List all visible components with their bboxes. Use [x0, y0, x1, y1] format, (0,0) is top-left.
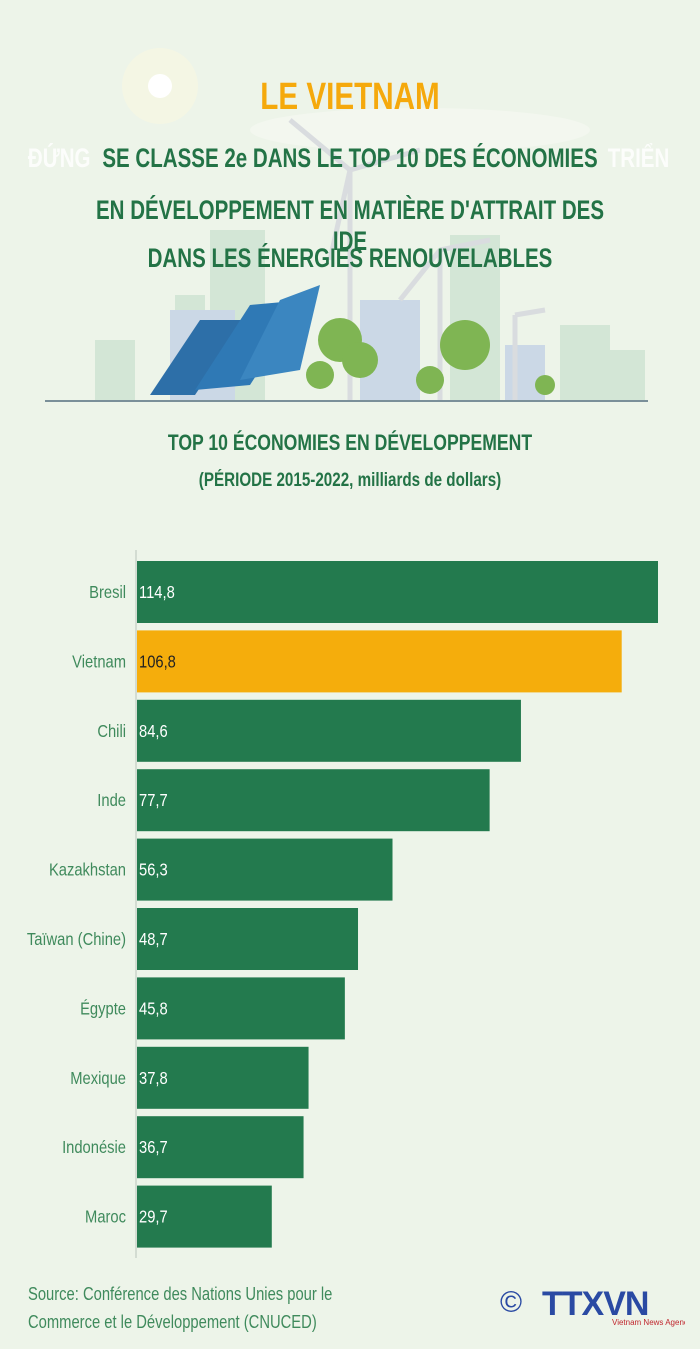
renewable-energy-illustration: [45, 48, 648, 402]
value-label: 45,8: [139, 999, 168, 1019]
category-label: Chili: [97, 721, 126, 741]
bar-7: [137, 1046, 309, 1109]
value-label: 36,7: [139, 1138, 168, 1158]
bar-1: [137, 630, 622, 693]
bar-5: [137, 908, 359, 970]
category-label: Vietnam: [72, 652, 126, 672]
bar-9: [137, 1185, 272, 1248]
chart-subtitle: (PÉRIODE 2015-2022, milliards de dollars…: [198, 470, 502, 491]
subtitle-line-3: DANS LES ÉNERGIES RENOUVELABLES: [147, 243, 553, 273]
main-title: LE VIETNAM: [260, 76, 440, 118]
category-label: Indonésie: [62, 1138, 126, 1158]
bar-0: [137, 561, 658, 623]
svg-text:TTXVN: TTXVN: [542, 1285, 648, 1323]
bar-2: [137, 699, 521, 762]
value-label: 84,6: [139, 721, 168, 741]
category-label: Inde: [97, 791, 126, 811]
ttxvn-logo: © TTXVN Vietnam News Agency: [500, 1285, 685, 1327]
subtitle-line-1: SE CLASSE 2e DANS LE TOP 10 DES ÉCONOMIE…: [102, 143, 598, 173]
svg-text:Vietnam News Agency: Vietnam News Agency: [612, 1318, 685, 1327]
value-label: 56,3: [139, 860, 168, 880]
value-label: 77,7: [139, 791, 168, 811]
source-note: Source: Conférence des Nations Unies pou…: [28, 1284, 333, 1332]
chart-title: TOP 10 ÉCONOMIES EN DÉVELOPPEMENT: [167, 430, 533, 455]
bar-3: [137, 769, 490, 832]
category-label: Taïwan (Chine): [27, 930, 126, 950]
bar-4: [137, 838, 393, 901]
solar-panel-icon: [150, 285, 320, 395]
value-label: 48,7: [139, 930, 168, 950]
category-label: Bresil: [89, 583, 126, 603]
value-label: 29,7: [139, 1207, 168, 1227]
value-label: 37,8: [139, 1068, 168, 1088]
category-label: Maroc: [85, 1207, 126, 1227]
category-label: Mexique: [70, 1068, 126, 1088]
ghost-text-right: TRIỂN: [607, 143, 670, 173]
bar-8: [137, 1116, 304, 1179]
value-label: 114,8: [139, 583, 175, 603]
subtitle-line-2: EN DÉVELOPPEMENT EN MATIÈRE D'ATTRAIT DE…: [95, 195, 605, 256]
trees: [306, 318, 555, 395]
category-label: Égypte: [80, 998, 126, 1019]
value-label: 106,8: [139, 652, 176, 672]
copyright-icon: ©: [500, 1286, 522, 1319]
ghost-text-left: ĐỨNG: [27, 143, 91, 173]
category-label: Kazakhstan: [49, 860, 126, 880]
bar-chart: Bresil 114,8 Vietnam 106,8 Chili 84,6 Inde 77,7…: [27, 550, 658, 1258]
bar-6: [137, 977, 345, 1040]
